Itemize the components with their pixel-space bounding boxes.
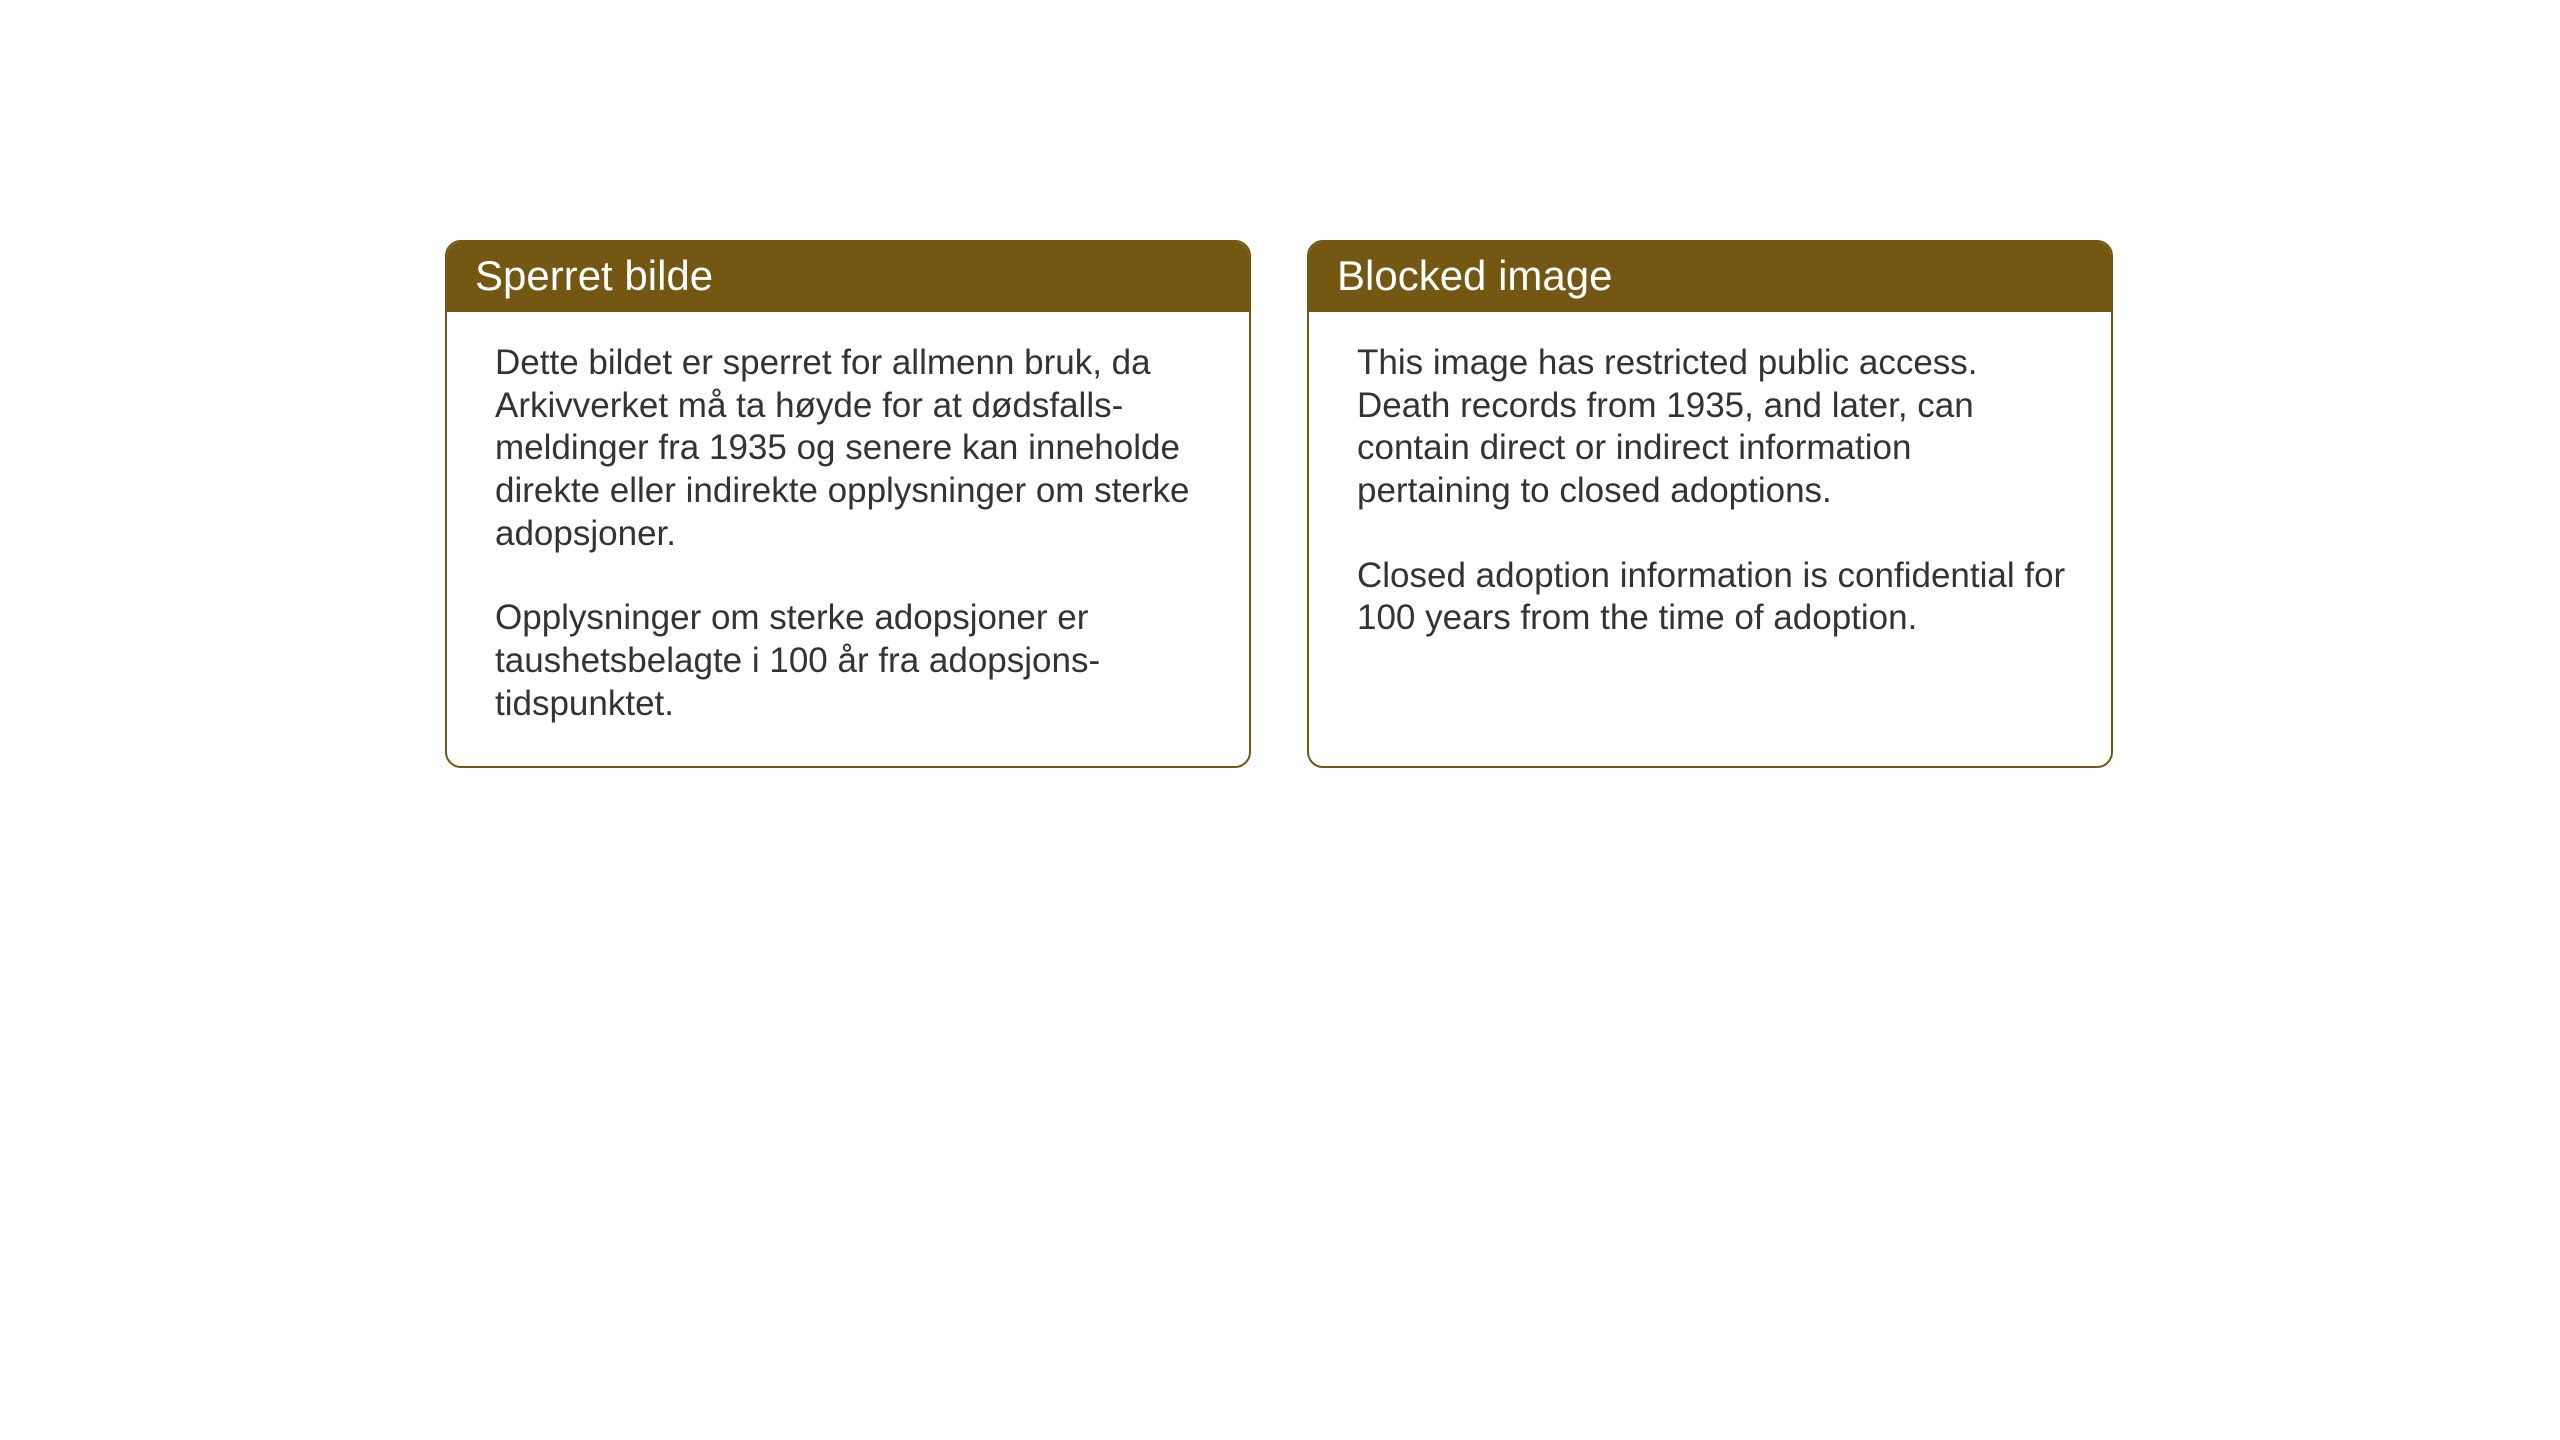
card-title: Sperret bilde bbox=[475, 252, 713, 299]
card-body: Dette bildet er sperret for allmenn bruk… bbox=[447, 312, 1249, 766]
card-title: Blocked image bbox=[1337, 252, 1612, 299]
card-paragraph: Opplysninger om sterke adopsjoner er tau… bbox=[495, 597, 1209, 725]
card-header: Sperret bilde bbox=[447, 242, 1249, 312]
notice-card-english: Blocked image This image has restricted … bbox=[1307, 240, 2113, 768]
notice-card-norwegian: Sperret bilde Dette bildet er sperret fo… bbox=[445, 240, 1251, 768]
card-body: This image has restricted public access.… bbox=[1309, 312, 2111, 680]
card-paragraph: Closed adoption information is confident… bbox=[1357, 555, 2071, 640]
card-paragraph: Dette bildet er sperret for allmenn bruk… bbox=[495, 342, 1209, 555]
notice-cards-container: Sperret bilde Dette bildet er sperret fo… bbox=[445, 240, 2113, 768]
card-paragraph: This image has restricted public access.… bbox=[1357, 342, 2071, 513]
card-header: Blocked image bbox=[1309, 242, 2111, 312]
